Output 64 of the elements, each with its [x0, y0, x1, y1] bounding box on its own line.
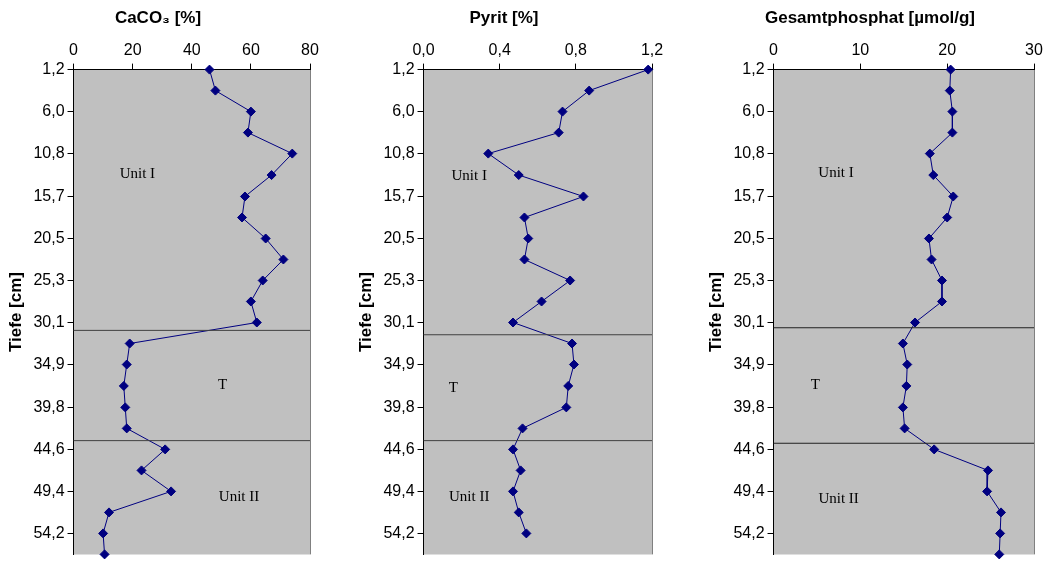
y-tick-label: 30,1	[733, 312, 765, 330]
y-tick-label: 1,2	[742, 60, 765, 78]
y-tick-label: 34,9	[733, 354, 765, 372]
x-tick-label: 20	[938, 41, 957, 59]
annotation: Unit II	[449, 488, 490, 505]
y-tick-label: 6,0	[742, 102, 765, 120]
y-tick-label: 49,4	[733, 481, 765, 499]
y-tick-label: 1,2	[42, 60, 65, 78]
y-tick-label: 20,5	[383, 228, 415, 246]
x-tick-label: 0	[69, 41, 79, 59]
chart-title: CaCO₃ [%]	[114, 7, 202, 27]
y-tick-label: 20,5	[33, 228, 65, 246]
y-tick-label: 44,6	[733, 439, 765, 457]
y-axis-title: Tiefe [cm]	[705, 272, 725, 352]
x-tick-label: 0,4	[488, 41, 511, 59]
x-tick-label: 0,8	[564, 41, 588, 59]
chart-title: Pyrit [%]	[469, 7, 539, 27]
x-tick-label: 80	[301, 41, 319, 59]
y-tick-label: 54,2	[383, 523, 415, 541]
y-tick-label: 6,0	[42, 102, 65, 120]
y-tick-label: 39,8	[383, 397, 415, 415]
y-tick-label: 30,1	[33, 312, 65, 330]
x-tick-label: 40	[182, 41, 201, 59]
y-tick-label: 54,2	[33, 523, 65, 541]
y-tick-label: 30,1	[383, 312, 415, 330]
annotation: Unit I	[451, 166, 487, 183]
y-tick-label: 54,2	[733, 523, 765, 541]
y-tick-label: 39,8	[733, 397, 765, 415]
y-tick-label: 10,8	[33, 144, 65, 162]
x-tick-label: 0,0	[412, 41, 435, 59]
y-tick-label: 25,3	[33, 270, 65, 288]
chart-title: Gesamtphosphat [µmol/g]	[764, 7, 976, 27]
x-tick-label: 10	[851, 41, 870, 59]
x-tick-label: 20	[123, 41, 142, 59]
y-tick-label: 10,8	[733, 144, 765, 162]
y-tick-label: 10,8	[383, 144, 415, 162]
annotation: Unit I	[818, 163, 854, 180]
x-tick-label: 0	[769, 41, 779, 59]
y-tick-label: 15,7	[33, 186, 65, 204]
y-tick-label: 49,4	[33, 481, 65, 499]
y-tick-label: 34,9	[33, 354, 65, 372]
x-tick-label: 30	[1025, 41, 1043, 59]
annotation: Unit II	[818, 489, 859, 506]
annotation: T	[448, 378, 458, 395]
y-tick-label: 25,3	[383, 270, 415, 288]
y-tick-label: 39,8	[33, 397, 65, 415]
annotation: Unit I	[119, 164, 156, 181]
y-tick-label: 34,9	[383, 354, 415, 372]
y-axis-title: Tiefe [cm]	[5, 272, 25, 352]
y-tick-label: 1,2	[392, 60, 415, 78]
annotation: T	[217, 376, 228, 393]
y-tick-label: 15,7	[733, 186, 765, 204]
y-tick-label: 49,4	[383, 481, 415, 499]
annotation: Unit II	[218, 488, 260, 505]
annotation: T	[810, 376, 820, 393]
y-tick-label: 44,6	[33, 439, 65, 457]
y-tick-label: 15,7	[383, 186, 415, 204]
x-tick-label: 60	[241, 41, 260, 59]
x-tick-label: 1,2	[640, 41, 664, 59]
y-tick-label: 25,3	[733, 270, 765, 288]
y-axis-title: Tiefe [cm]	[355, 272, 375, 352]
y-tick-label: 44,6	[383, 439, 415, 457]
y-tick-label: 20,5	[733, 228, 765, 246]
y-tick-label: 6,0	[392, 102, 415, 120]
